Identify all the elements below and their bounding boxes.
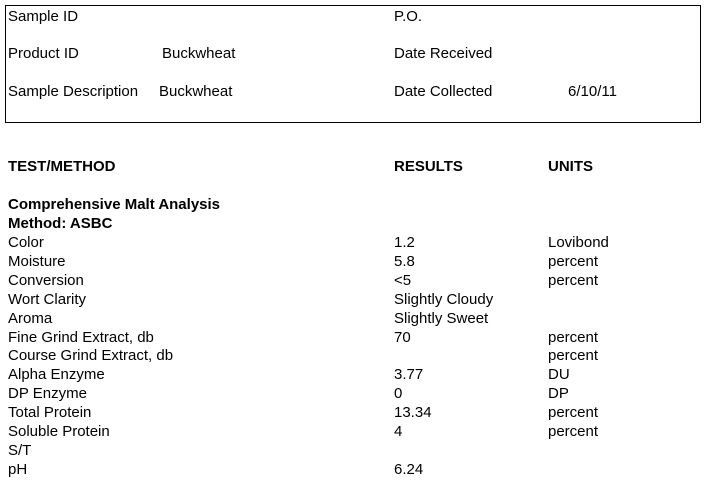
field-value: Buckwheat bbox=[159, 83, 233, 100]
test-name: pH bbox=[8, 460, 28, 478]
header-box bbox=[5, 5, 701, 123]
result: Slightly Sweet bbox=[394, 309, 489, 327]
unit: percent bbox=[548, 404, 599, 422]
result: <5 bbox=[394, 271, 412, 289]
column-header: UNITS bbox=[548, 158, 593, 175]
result: 4 bbox=[394, 423, 403, 440]
field-label: Sample ID bbox=[8, 8, 79, 25]
result: Slightly Cloudy bbox=[394, 290, 494, 308]
test-name: Total Protein bbox=[8, 404, 92, 422]
method-title: Method: ASBC bbox=[8, 215, 113, 232]
field-label: Product ID bbox=[8, 45, 79, 62]
section-title: Comprehensive Malt Analysis bbox=[8, 196, 221, 213]
test-name: Conversion bbox=[8, 271, 84, 289]
result: 13.34 bbox=[394, 404, 432, 422]
result: 3.77 bbox=[394, 366, 424, 384]
test-name: Fine Grind Extract, db bbox=[8, 328, 154, 346]
field-label: P.O. bbox=[394, 8, 423, 25]
column-header: TEST/METHOD bbox=[8, 158, 116, 175]
result: 1.2 bbox=[394, 234, 415, 251]
result: 70 bbox=[394, 328, 411, 346]
result: 0 bbox=[394, 385, 403, 403]
test-name: DP Enzyme bbox=[8, 385, 87, 403]
column-header: RESULTS bbox=[394, 158, 463, 175]
field-label: Date Received bbox=[394, 45, 493, 62]
field-value: Buckwheat bbox=[162, 45, 236, 62]
unit: Lovibond bbox=[548, 234, 609, 251]
test-name: Color bbox=[8, 234, 44, 251]
unit: percent bbox=[548, 423, 599, 440]
field-label: Date Collected bbox=[394, 83, 493, 100]
unit: DP bbox=[548, 385, 569, 403]
test-name: S/T bbox=[8, 441, 32, 459]
test-name: Soluble Protein bbox=[8, 423, 110, 440]
unit: percent bbox=[548, 328, 599, 346]
test-name: Aroma bbox=[8, 309, 53, 327]
field-value: 6/10/11 bbox=[568, 83, 617, 100]
unit: percent bbox=[548, 252, 599, 270]
unit: percent bbox=[548, 271, 599, 289]
unit: percent bbox=[548, 347, 599, 365]
result: 6.24 bbox=[394, 460, 424, 478]
field-label: Sample Description bbox=[8, 83, 139, 100]
test-name: Moisture bbox=[8, 252, 66, 270]
test-name: Wort Clarity bbox=[8, 290, 87, 308]
result: 5.8 bbox=[394, 252, 415, 270]
unit: DU bbox=[548, 366, 570, 384]
test-name: Course Grind Extract, db bbox=[8, 347, 174, 365]
test-name: Alpha Enzyme bbox=[8, 366, 105, 384]
